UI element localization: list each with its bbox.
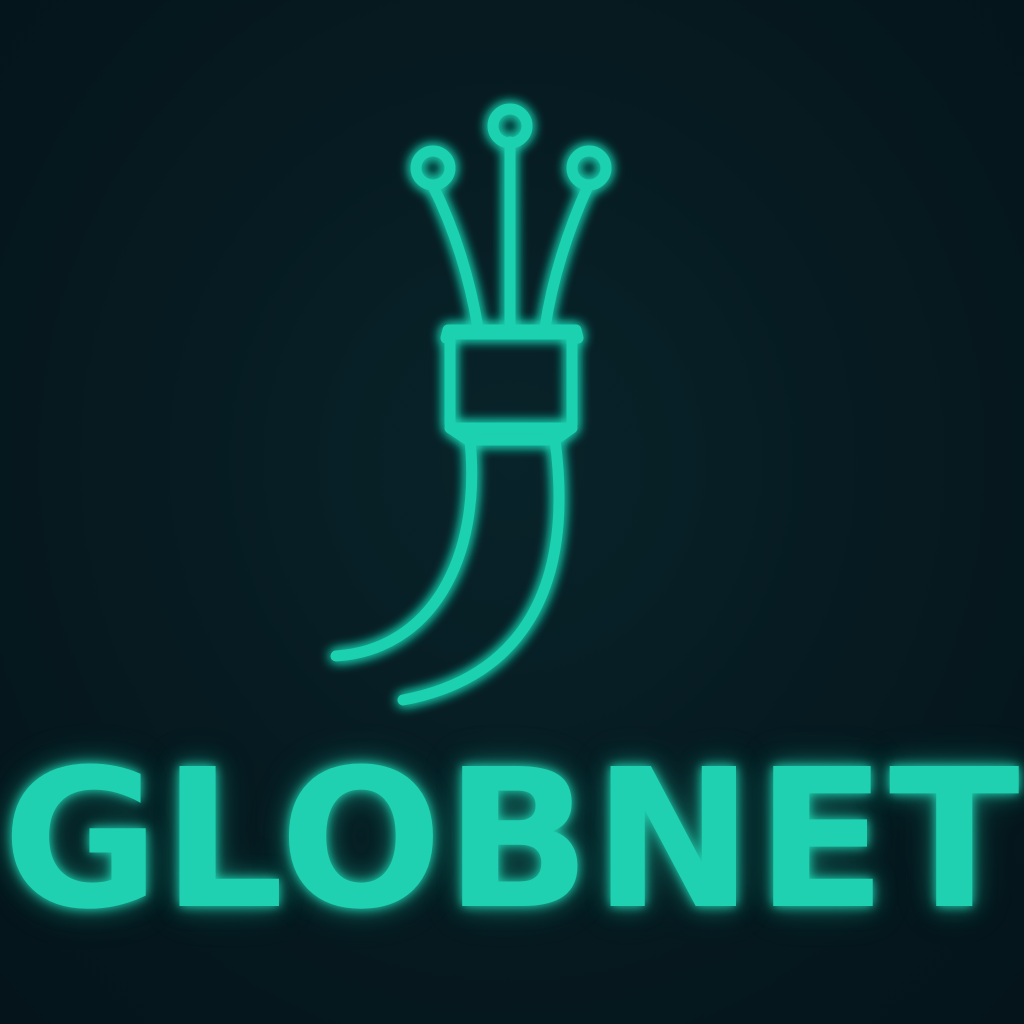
connector-body [444,328,578,434]
brand-name: GLOBNET [2,729,1022,952]
fiber-tip-right [566,145,612,191]
fiber-optic-cable-icon [330,103,612,706]
fiber-strand-right [539,180,594,334]
fiber-tip-center [487,103,533,149]
fiber-tip-left [410,145,456,191]
fiber-strand-left [427,180,484,334]
cable-line-inner [330,434,478,662]
connector-bottom-lip [444,422,578,446]
cable-line-outer [397,434,565,706]
